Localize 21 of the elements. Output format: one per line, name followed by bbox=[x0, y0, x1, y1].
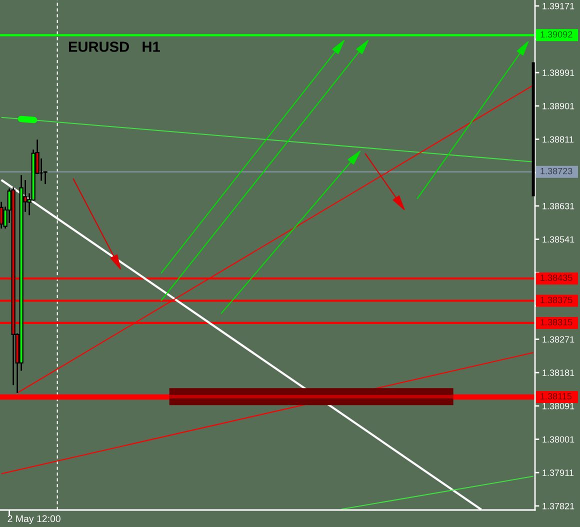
y-tick-label: 1.38631 bbox=[542, 202, 574, 210]
text: EURUSD H1 bbox=[68, 42, 160, 52]
y-tick-label: 1.38271 bbox=[542, 336, 574, 343]
ref-line-label: 1.38315 bbox=[540, 318, 572, 326]
y-tick-label: 1.37911 bbox=[542, 470, 574, 476]
text: 2 May 12:00 bbox=[8, 515, 60, 524]
y-tick-label: 1.38991 bbox=[542, 70, 574, 76]
y-tick-label: 1.38001 bbox=[542, 436, 574, 443]
ref-line-label: 1.38435 bbox=[540, 274, 572, 281]
ref-line-label: 1.39092 bbox=[540, 31, 572, 38]
y-tick-label: 1.38901 bbox=[542, 102, 574, 110]
y-tick-label: 1.38541 bbox=[542, 236, 574, 243]
ref-line-label: 1.38723 bbox=[540, 168, 572, 174]
ref-line-label: 1.38115 bbox=[540, 393, 572, 400]
y-tick-label: 1.38091 bbox=[542, 402, 574, 410]
y-tick-label: 1.37821 bbox=[542, 502, 574, 510]
y-tick-label: 1.38811 bbox=[542, 136, 574, 143]
candlestick bbox=[0, 201, 4, 230]
y-tick-label: 1.39171 bbox=[542, 2, 574, 10]
y-tick-label: 1.38181 bbox=[542, 370, 574, 376]
ref-line-label: 1.38375 bbox=[540, 296, 572, 304]
